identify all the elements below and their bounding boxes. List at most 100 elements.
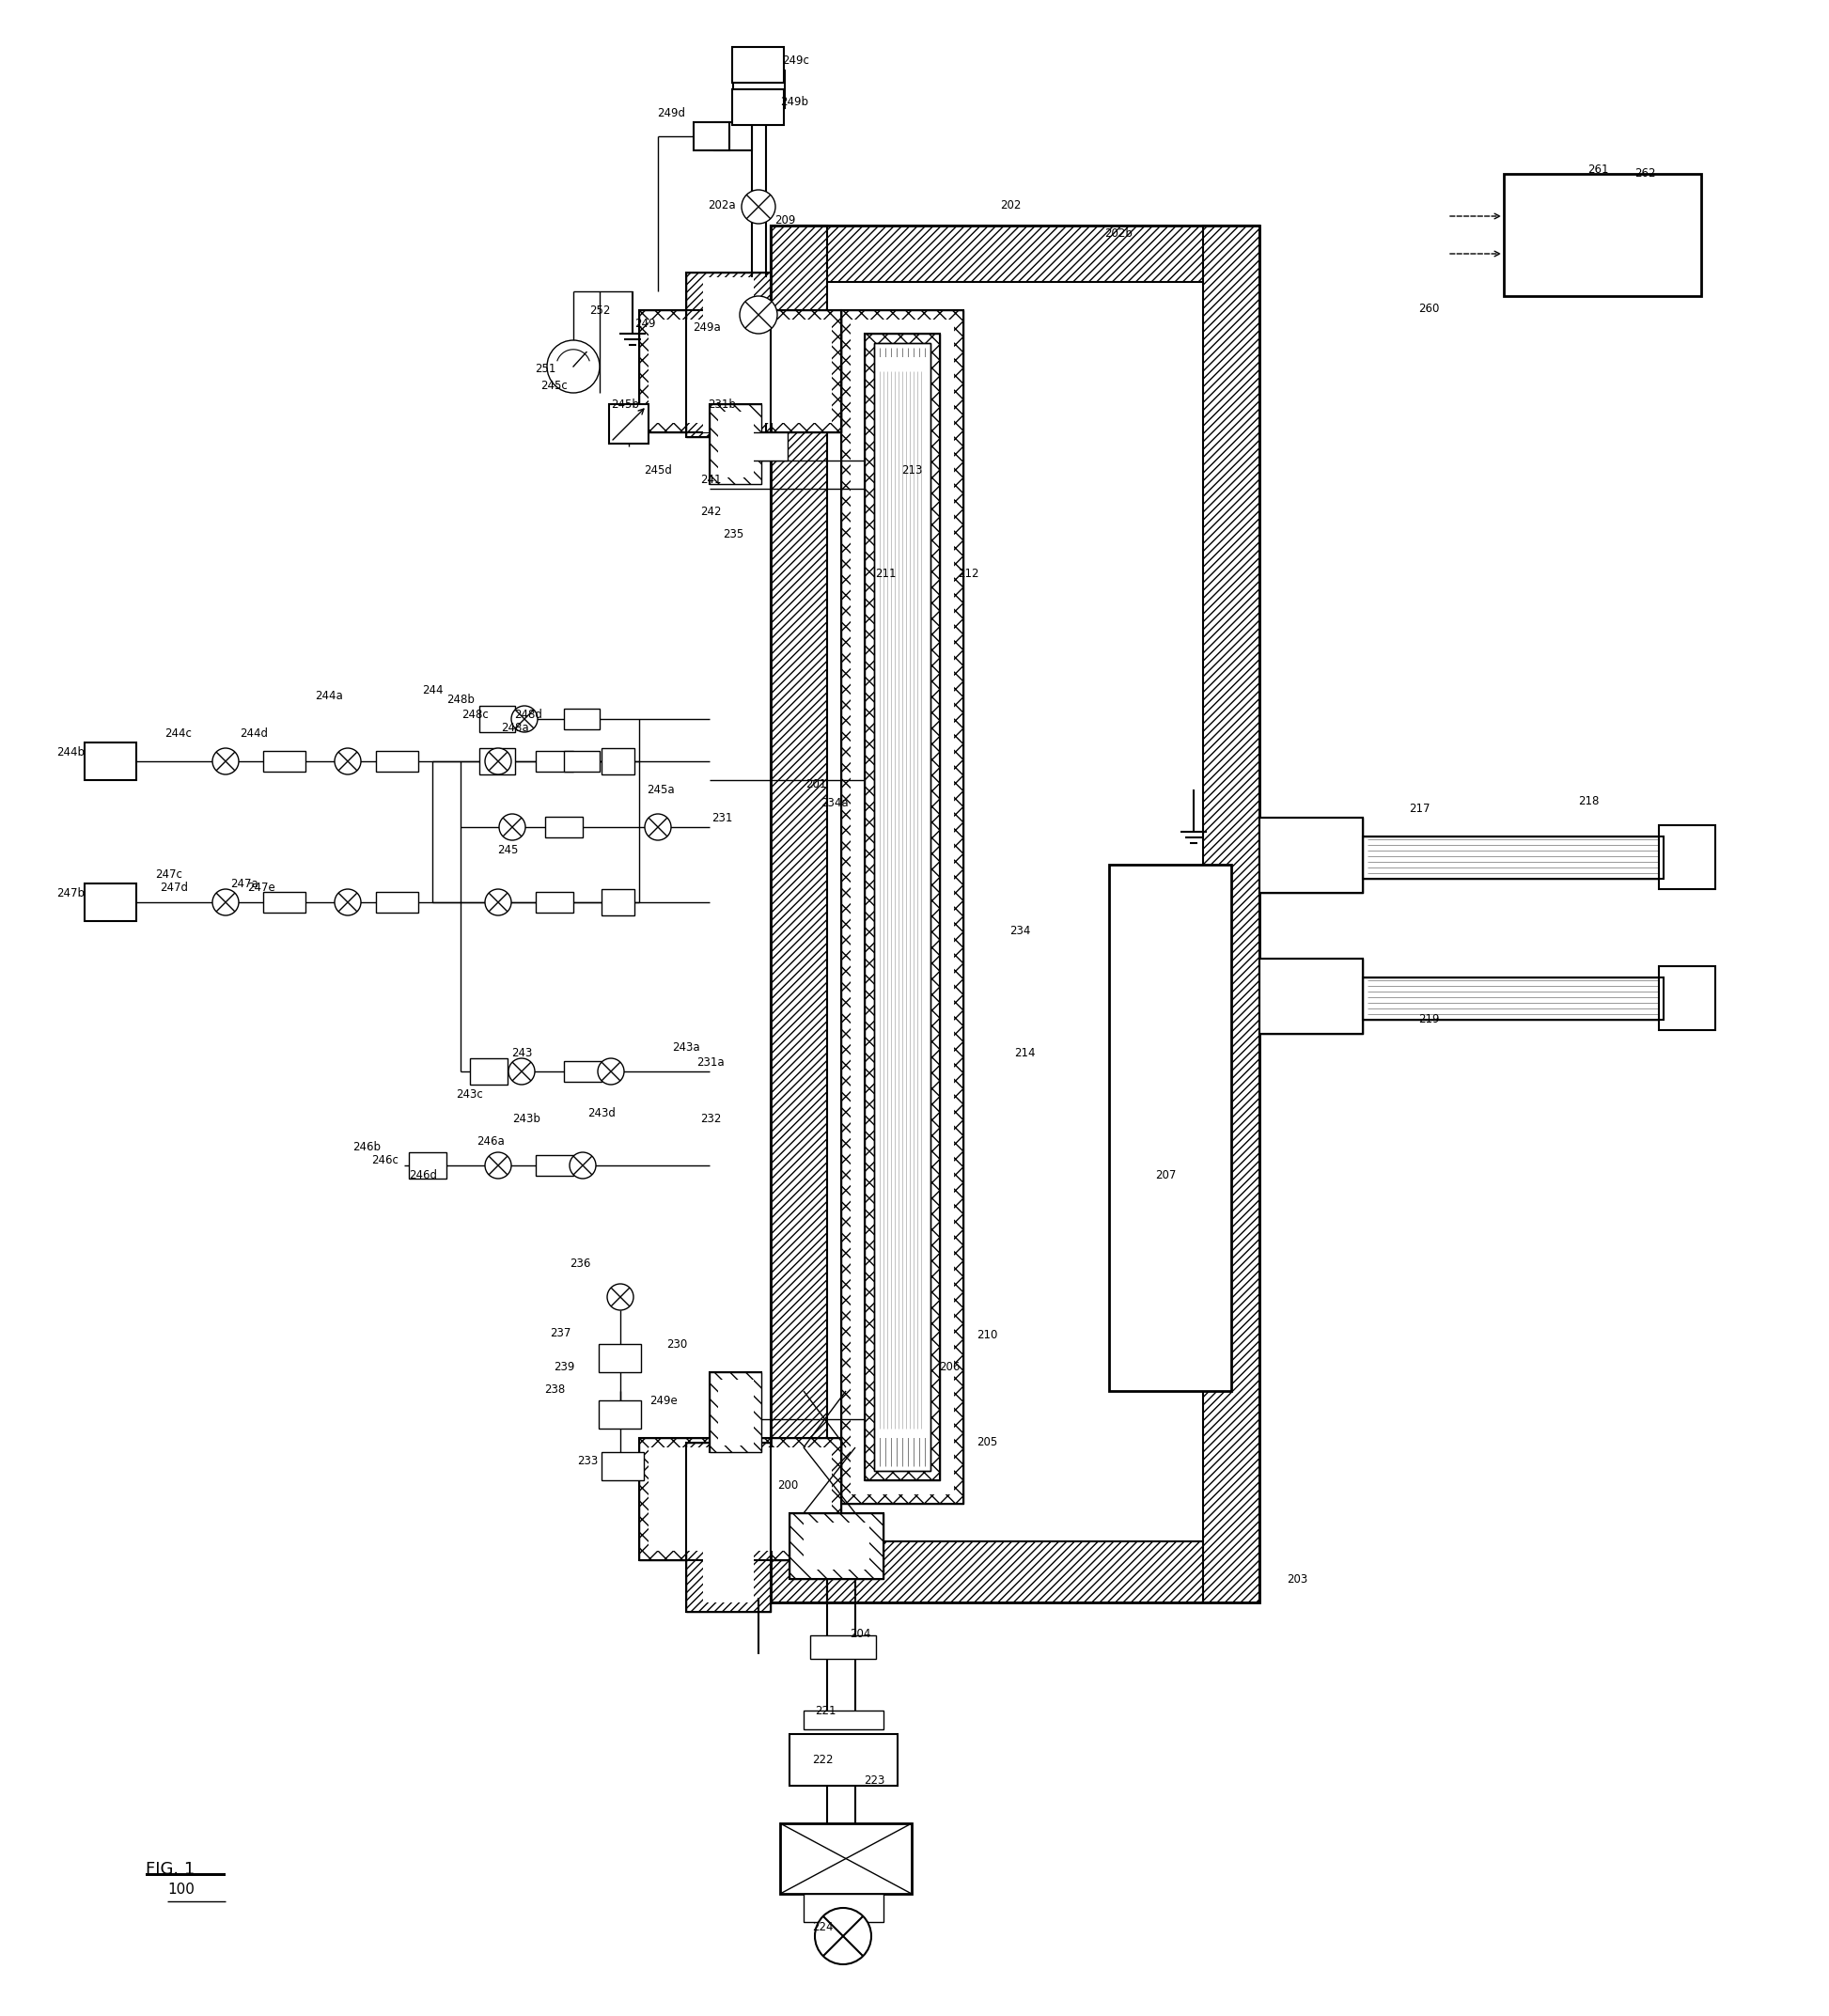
- Bar: [732, 431, 788, 460]
- Text: 100: 100: [166, 1883, 194, 1897]
- Text: 243: 243: [510, 1046, 532, 1058]
- Text: 234a: 234a: [821, 798, 849, 810]
- Text: 242: 242: [701, 506, 721, 518]
- Text: 223: 223: [863, 1774, 885, 1786]
- Text: 213: 213: [902, 464, 922, 476]
- Bar: [563, 1060, 602, 1083]
- Text: 233: 233: [576, 1456, 598, 1468]
- Bar: [1503, 173, 1701, 296]
- Text: 260: 260: [1417, 302, 1439, 314]
- Bar: [865, 335, 940, 1480]
- Text: 222: 222: [812, 1754, 832, 1766]
- Bar: [1363, 837, 1664, 879]
- Text: 207: 207: [1154, 1169, 1176, 1181]
- Text: 248a: 248a: [501, 722, 529, 734]
- Circle shape: [607, 1284, 633, 1310]
- Bar: [536, 1155, 572, 1175]
- Bar: [878, 357, 925, 1437]
- Bar: [602, 889, 635, 915]
- Circle shape: [485, 889, 512, 915]
- Text: 243d: 243d: [587, 1107, 616, 1119]
- Text: 243b: 243b: [512, 1113, 540, 1125]
- Circle shape: [598, 1058, 624, 1085]
- Circle shape: [335, 748, 360, 774]
- Bar: [598, 1401, 640, 1429]
- Text: 246c: 246c: [371, 1155, 399, 1167]
- Bar: [1260, 818, 1363, 893]
- Text: 206: 206: [938, 1361, 960, 1373]
- Bar: [865, 335, 940, 1480]
- Text: 247a: 247a: [230, 877, 258, 889]
- Text: 234: 234: [1010, 925, 1030, 937]
- Text: 212: 212: [958, 566, 979, 579]
- Bar: [874, 343, 931, 1472]
- Text: 249d: 249d: [657, 107, 686, 119]
- Bar: [803, 1710, 883, 1730]
- Text: 232: 232: [701, 1113, 721, 1125]
- Bar: [733, 71, 785, 109]
- Circle shape: [646, 814, 671, 841]
- Circle shape: [485, 748, 512, 774]
- Bar: [841, 310, 964, 1504]
- Text: 247c: 247c: [155, 869, 183, 881]
- Text: 235: 235: [722, 528, 744, 540]
- Bar: [598, 1345, 640, 1373]
- Bar: [710, 403, 761, 484]
- Text: 249: 249: [635, 319, 655, 331]
- Text: 231b: 231b: [708, 397, 735, 409]
- Text: 205: 205: [977, 1437, 997, 1450]
- Text: 217: 217: [1408, 802, 1430, 814]
- Circle shape: [741, 190, 775, 224]
- Bar: [1659, 825, 1716, 889]
- Bar: [850, 321, 955, 1494]
- Text: 246d: 246d: [410, 1169, 437, 1181]
- Bar: [1260, 960, 1363, 1034]
- Text: 245: 245: [497, 845, 518, 857]
- Text: 244c: 244c: [165, 728, 192, 740]
- Text: 211: 211: [874, 566, 896, 579]
- Text: 245d: 245d: [644, 464, 671, 476]
- Text: 252: 252: [589, 304, 611, 317]
- Bar: [702, 1452, 754, 1603]
- Text: 244d: 244d: [240, 728, 267, 740]
- Circle shape: [499, 814, 525, 841]
- Bar: [841, 310, 964, 1504]
- Text: 245b: 245b: [611, 397, 638, 409]
- Bar: [1108, 865, 1231, 1391]
- Bar: [686, 1443, 770, 1613]
- Circle shape: [547, 341, 600, 393]
- Bar: [732, 46, 785, 83]
- Circle shape: [816, 1907, 871, 1964]
- Text: 249b: 249b: [781, 95, 808, 107]
- Text: 224: 224: [812, 1921, 832, 1933]
- Bar: [874, 343, 931, 1472]
- Circle shape: [512, 706, 538, 732]
- Bar: [1363, 978, 1664, 1020]
- Bar: [770, 1542, 1260, 1603]
- Text: 210: 210: [977, 1329, 997, 1341]
- Bar: [693, 123, 730, 151]
- Bar: [649, 321, 832, 423]
- Text: 246a: 246a: [477, 1135, 505, 1147]
- Bar: [84, 742, 137, 780]
- Text: 244a: 244a: [315, 689, 344, 702]
- Circle shape: [569, 1153, 596, 1179]
- Bar: [602, 1452, 644, 1480]
- Bar: [410, 1153, 446, 1179]
- Text: 245c: 245c: [541, 379, 569, 391]
- Bar: [377, 750, 419, 772]
- Bar: [536, 891, 572, 913]
- Text: 203: 203: [1286, 1572, 1308, 1585]
- Text: 249a: 249a: [693, 321, 721, 333]
- Text: 230: 230: [666, 1339, 688, 1351]
- Bar: [609, 403, 649, 444]
- Text: 209: 209: [774, 216, 796, 228]
- Text: 246b: 246b: [353, 1141, 380, 1153]
- Text: 231a: 231a: [697, 1056, 724, 1068]
- Bar: [715, 123, 752, 151]
- Text: 248d: 248d: [514, 708, 541, 720]
- Circle shape: [335, 889, 360, 915]
- Circle shape: [508, 1058, 534, 1085]
- Bar: [710, 1373, 761, 1452]
- Text: 262: 262: [1633, 167, 1655, 179]
